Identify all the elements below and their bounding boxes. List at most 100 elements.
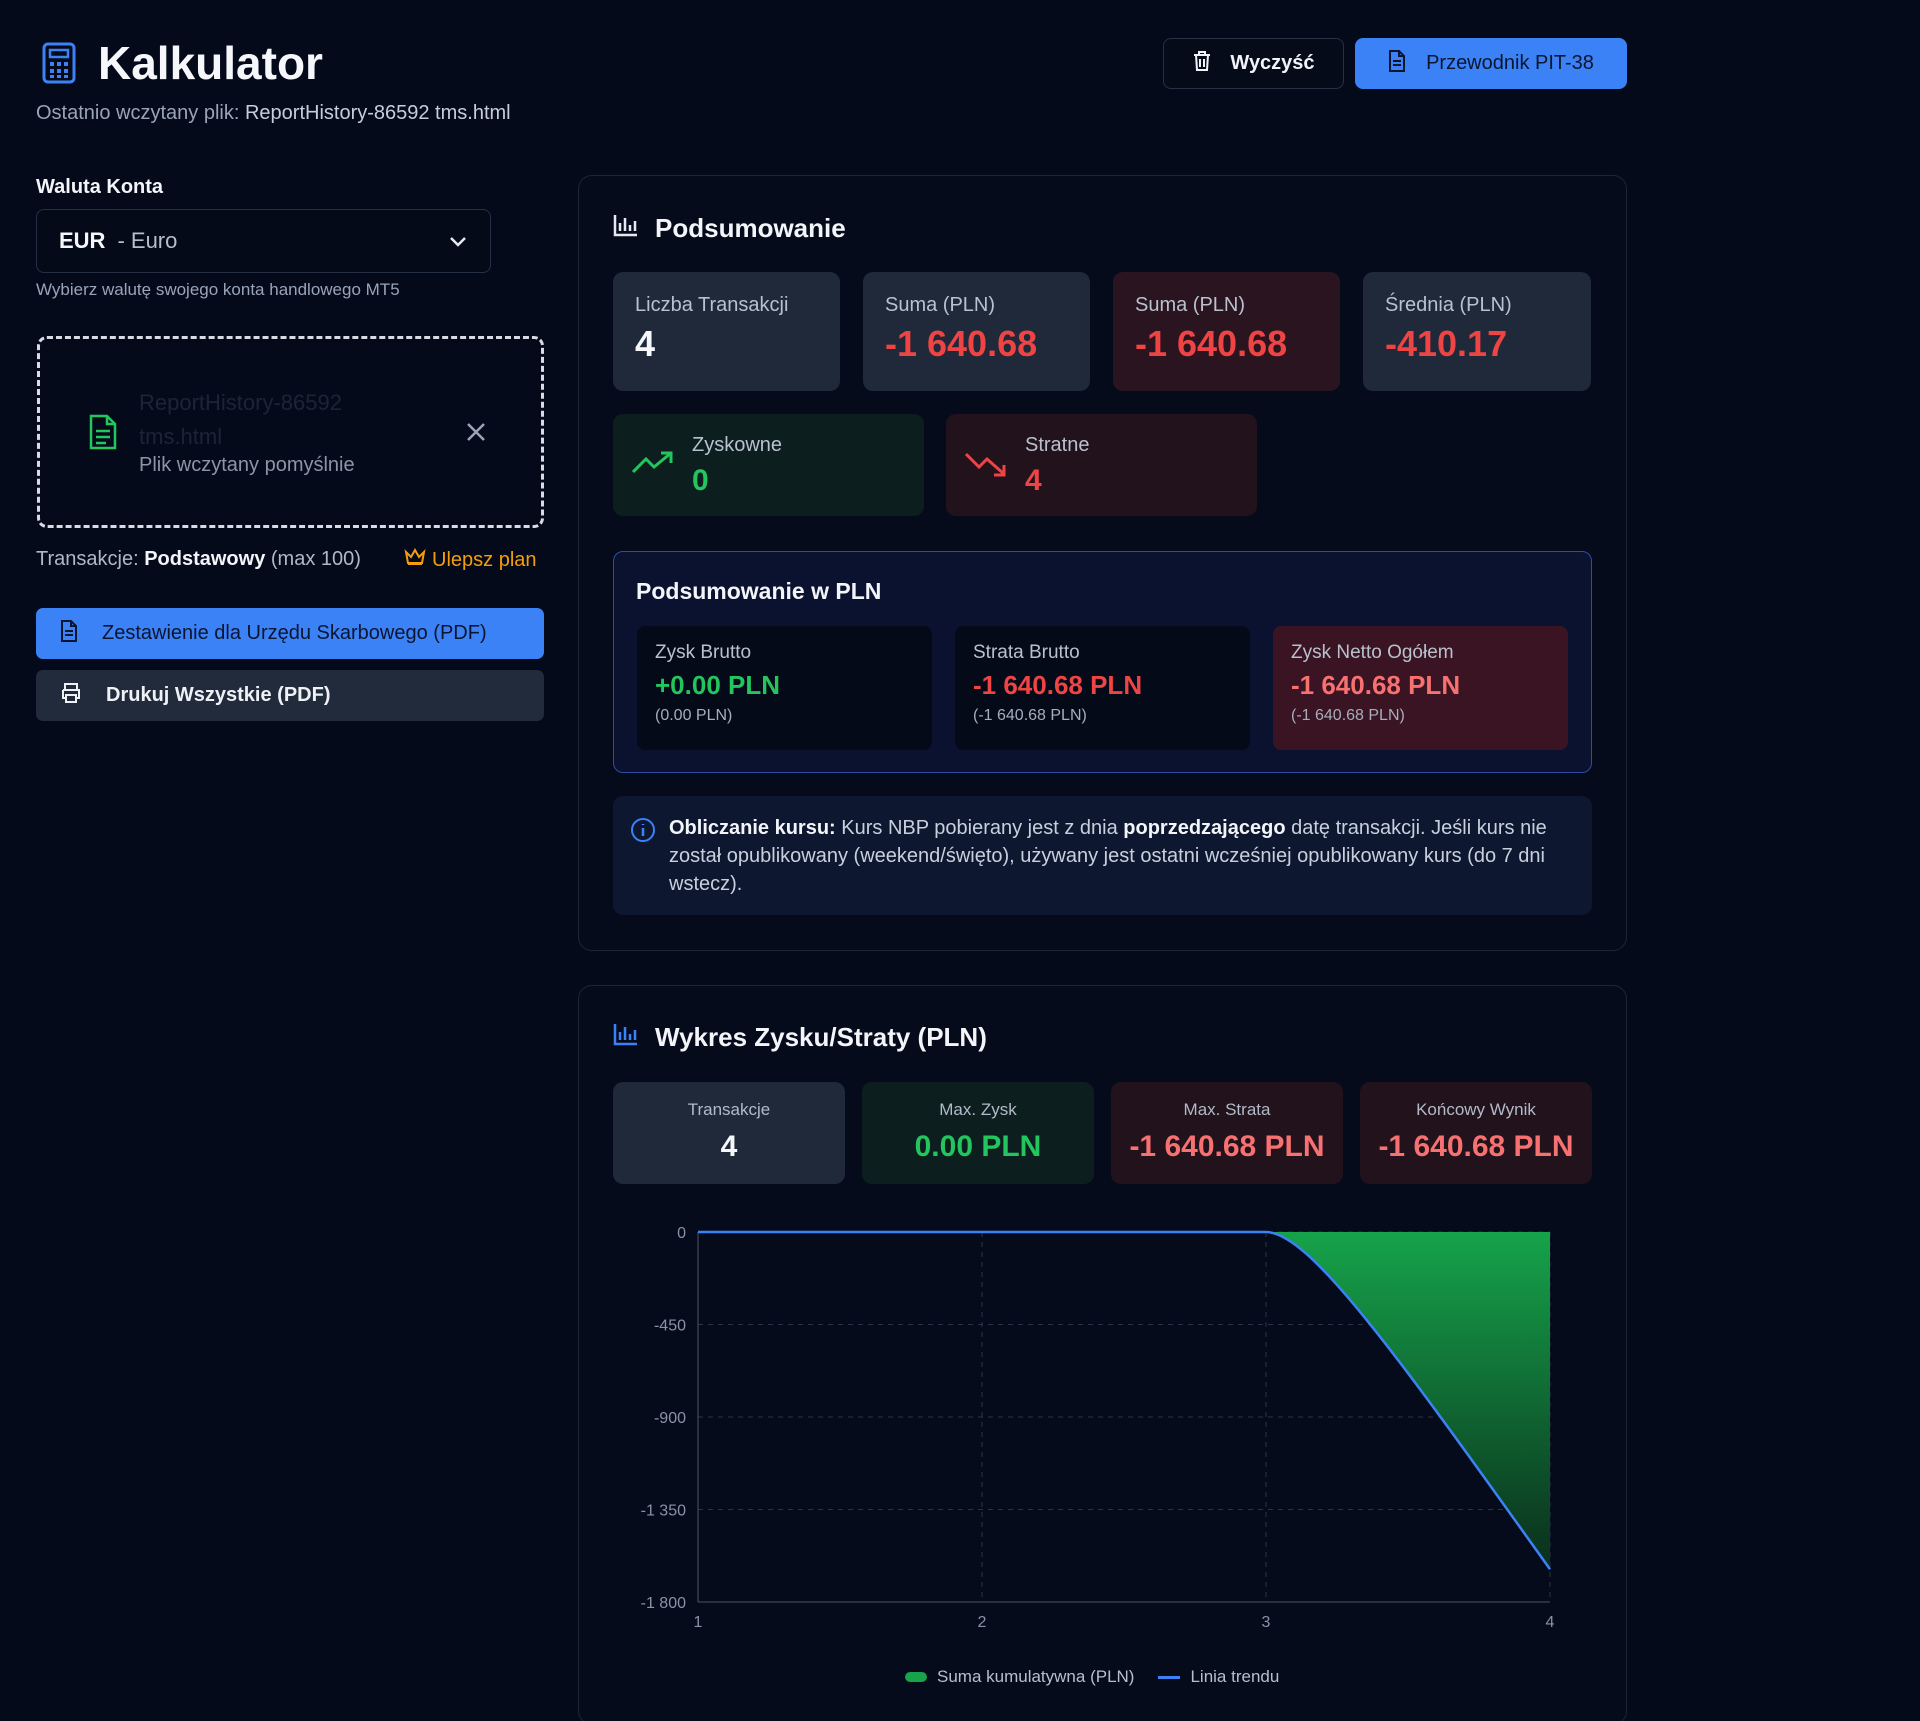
- print-all-button[interactable]: Drukuj Wszystkie (PDF): [36, 670, 544, 721]
- sum-card: Suma (PLN) -1 640.68: [863, 272, 1090, 391]
- file-dropzone[interactable]: [37, 336, 544, 528]
- card-label: Suma (PLN): [1135, 294, 1246, 316]
- pit38-guide-label: Przewodnik PIT-38: [1426, 52, 1594, 74]
- crown-icon: [404, 547, 426, 572]
- x-tick-label: 4: [1546, 1614, 1555, 1631]
- info-bold-1: Obliczanie kursu:: [669, 817, 836, 839]
- losing-value: 4: [1025, 464, 1042, 497]
- tax-office-pdf-button[interactable]: Zestawienie dla Urzędu Skarbowego (PDF): [36, 608, 544, 659]
- trash-icon: [1192, 50, 1212, 78]
- losing-label: Stratne: [1025, 434, 1090, 456]
- plan-name: Podstawowy: [144, 548, 266, 570]
- card-value: -1 640.68: [885, 323, 1038, 364]
- stat-label: Max. Strata: [1183, 1100, 1271, 1119]
- chart-stat-max-profit: Max. Zysk 0.00 PLN: [862, 1082, 1094, 1184]
- legend-label-area: Suma kumulatywna (PLN): [937, 1667, 1135, 1686]
- bar-chart-icon: [613, 213, 639, 244]
- legend-label-line: Linia trendu: [1190, 1667, 1280, 1686]
- calculator-icon: [42, 42, 76, 84]
- trend-line: [698, 1230, 1552, 1570]
- stat-value: 0.00 PLN: [914, 1130, 1042, 1163]
- x-tick-label: 1: [694, 1614, 703, 1631]
- net-profit-sub: (-1 640.68 PLN): [1291, 707, 1405, 724]
- y-tick-label: -1 350: [641, 1503, 686, 1520]
- y-tick-label: -900: [654, 1410, 686, 1427]
- clear-button-label: Wyczyść: [1230, 52, 1315, 74]
- currency-label: Waluta Konta: [36, 176, 164, 198]
- card-label: Średnia (PLN): [1385, 294, 1512, 316]
- y-tick-label: -450: [654, 1318, 686, 1335]
- bar-chart-icon: [613, 1022, 639, 1053]
- average-card: Średnia (PLN) -410.17: [1363, 272, 1591, 391]
- chevron-down-icon: [448, 228, 468, 254]
- currency-code: EUR: [59, 228, 106, 253]
- stat-label: Końcowy Wynik: [1416, 1100, 1536, 1119]
- card-value: -410.17: [1385, 323, 1508, 364]
- gross-loss-sub: (-1 640.68 PLN): [973, 707, 1087, 724]
- document-icon: [60, 619, 78, 648]
- pln-summary-title: Podsumowanie w PLN: [636, 578, 882, 604]
- stat-label: Max. Zysk: [939, 1100, 1017, 1119]
- profitable-label: Zyskowne: [692, 434, 783, 456]
- currency-name: - Euro: [117, 228, 178, 253]
- document-icon: [1388, 49, 1406, 78]
- pit38-guide-button[interactable]: Przewodnik PIT-38: [1355, 38, 1627, 89]
- chart-title: Wykres Zysku/Straty (PLN): [613, 1022, 987, 1053]
- net-profit-value: -1 640.68 PLN: [1291, 670, 1461, 700]
- stat-value: -1 640.68 PLN: [1378, 1130, 1574, 1163]
- profitable-value: 0: [692, 464, 709, 497]
- clear-button[interactable]: Wyczyść: [1163, 38, 1344, 89]
- gross-loss-label: Strata Brutto: [973, 642, 1080, 663]
- gross-loss-card: Strata Brutto -1 640.68 PLN (-1 640.68 P…: [955, 626, 1250, 750]
- rate-info-box: [613, 796, 1592, 915]
- upgrade-plan-link[interactable]: Ulepsz plan: [404, 547, 537, 572]
- chart-title-text: Wykres Zysku/Straty (PLN): [655, 1022, 987, 1052]
- tax-office-pdf-label: Zestawienie dla Urzędu Skarbowego (PDF): [102, 622, 487, 644]
- gross-profit-sub: (0.00 PLN): [655, 707, 733, 724]
- chart-stat-max-loss: Max. Strata -1 640.68 PLN: [1111, 1082, 1343, 1184]
- transactions-count-card: Liczba Transakcji 4: [613, 272, 840, 391]
- chart-legend: Suma kumulatywna (PLN) Linia trendu: [905, 1667, 1279, 1687]
- upgrade-plan-label: Ulepsz plan: [432, 548, 537, 571]
- card-value: -1 640.68: [1135, 323, 1288, 364]
- stat-value: 4: [720, 1130, 738, 1163]
- net-profit-label: Zysk Netto Ogółem: [1291, 642, 1454, 663]
- close-icon[interactable]: [464, 420, 488, 444]
- info-text-1: Kurs NBP pobierany jest z dnia: [835, 817, 1124, 839]
- legend-swatch-area: [905, 1672, 927, 1682]
- file-icon: [88, 414, 118, 450]
- trending-up-icon: [631, 450, 675, 481]
- x-tick-label: 3: [1262, 1614, 1271, 1631]
- info-icon: [630, 817, 656, 848]
- print-all-label: Drukuj Wszystkie (PDF): [106, 684, 331, 706]
- card-label: Liczba Transakcji: [635, 294, 789, 316]
- last-file-name: ReportHistory-86592 tms.html: [244, 102, 511, 124]
- profitable-card: Zyskowne 0: [613, 414, 924, 516]
- y-tick-label: -1 800: [641, 1595, 686, 1612]
- plan-info: Transakcje: Podstawowy (max 100): [36, 548, 361, 571]
- info-bold-2: poprzedzającego: [1123, 817, 1286, 839]
- plan-prefix: Transakcje:: [36, 548, 145, 570]
- losing-card: Stratne 4: [946, 414, 1257, 516]
- card-label: Suma (PLN): [885, 294, 996, 316]
- x-tick-label: 2: [978, 1614, 987, 1631]
- currency-hint: Wybierz walutę swojego konta handlowego …: [36, 280, 400, 299]
- plan-limit: (max 100): [270, 548, 361, 570]
- profit-loss-chart: 0 -450 -900 -1 350 -1 800 1 2 3 4: [641, 1225, 1555, 1631]
- currency-select[interactable]: EUR - Euro: [36, 209, 491, 273]
- sum-card-highlight: Suma (PLN) -1 640.68: [1113, 272, 1340, 391]
- card-value: 4: [635, 323, 656, 364]
- stat-label: Transakcje: [687, 1100, 771, 1119]
- cumulative-sum-area: [698, 1232, 1550, 1570]
- y-tick-label: 0: [677, 1225, 686, 1242]
- gross-profit-card: Zysk Brutto +0.00 PLN (0.00 PLN): [637, 626, 932, 750]
- last-file-info: Ostatnio wczytany plik: ReportHistory-86…: [36, 102, 511, 125]
- chart-stat-final-result: Końcowy Wynik -1 640.68 PLN: [1360, 1082, 1592, 1184]
- summary-title: Podsumowanie: [613, 213, 846, 244]
- legend-swatch-line: [1158, 1675, 1181, 1679]
- gross-loss-value: -1 640.68 PLN: [973, 670, 1143, 700]
- last-file-prefix: Ostatnio wczytany plik:: [36, 102, 245, 124]
- info-text-2: datę transakcji. Jeśli kurs nie został o…: [669, 817, 1547, 895]
- trending-down-icon: [964, 450, 1008, 483]
- stat-value: -1 640.68 PLN: [1129, 1130, 1325, 1163]
